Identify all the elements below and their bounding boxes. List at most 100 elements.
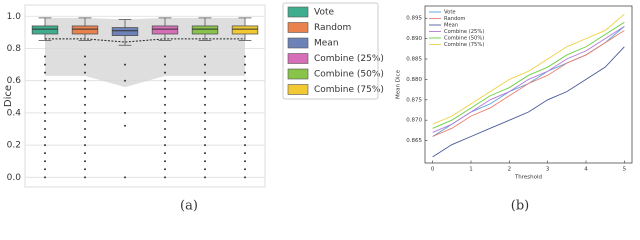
line (432, 46, 625, 158)
y-tick-label: 0.8 (7, 44, 22, 54)
outlier (84, 160, 86, 163)
box (111, 27, 139, 37)
x-tick-label: 3 (546, 167, 550, 173)
outlier (244, 79, 246, 82)
x-tick-label: 1 (469, 167, 473, 173)
box (231, 25, 259, 35)
outlier (204, 168, 206, 171)
outlier (84, 55, 86, 58)
outlier (124, 124, 126, 127)
y-axis-label: Mean Dice (396, 69, 402, 99)
outlier (204, 63, 206, 66)
legend-swatch (287, 6, 309, 18)
x-tick-label: 2 (508, 167, 512, 173)
outlier (44, 168, 46, 171)
caption: (b) (511, 199, 529, 214)
outlier (244, 119, 246, 122)
outlier (164, 128, 166, 131)
legend-label: Combine (25%) (314, 54, 384, 64)
outlier (84, 103, 86, 106)
outlier (84, 128, 86, 131)
legend-swatch (287, 37, 309, 49)
outlier (204, 95, 206, 98)
outlier (44, 79, 46, 82)
legend-label: Combine (75%) (314, 85, 384, 95)
outlier (244, 87, 246, 90)
legend-label: Vote (314, 8, 334, 18)
outlier (84, 95, 86, 98)
outlier (124, 176, 126, 179)
outlier (244, 55, 246, 58)
y-tick-label: 0.880 (406, 77, 422, 83)
outlier (164, 160, 166, 163)
outlier (204, 119, 206, 122)
outlier (44, 71, 46, 74)
outlier (164, 176, 166, 179)
outlier (204, 111, 206, 114)
outlier (44, 103, 46, 106)
outlier (204, 128, 206, 131)
outlier (244, 152, 246, 155)
outlier (44, 128, 46, 131)
outlier (244, 136, 246, 139)
outlier (124, 79, 126, 82)
outlier (84, 71, 86, 74)
outlier (44, 63, 46, 66)
dashed-line (45, 38, 245, 43)
legend-label: Random (314, 23, 351, 33)
outlier (164, 103, 166, 106)
outlier (244, 103, 246, 106)
legend-label: Mean (314, 39, 339, 49)
outlier (164, 79, 166, 82)
outlier (44, 95, 46, 98)
outlier (244, 160, 246, 163)
legend-swatch (287, 22, 309, 33)
y-tick-label: 0.0 (7, 173, 22, 183)
x-tick-label: 4 (584, 167, 588, 173)
outlier (124, 63, 126, 66)
outlier (84, 87, 86, 90)
outlier (244, 95, 246, 98)
x-tick-label: 0 (431, 167, 435, 173)
outlier (164, 87, 166, 90)
line (432, 13, 625, 125)
outlier (44, 111, 46, 114)
outlier (44, 152, 46, 155)
outlier (44, 160, 46, 163)
legend-label: Vote (444, 10, 456, 16)
outlier (164, 95, 166, 98)
outlier (84, 119, 86, 122)
outlier (44, 119, 46, 122)
outlier (164, 111, 166, 114)
outlier (164, 55, 166, 58)
legend-label: Combine (75%) (444, 42, 484, 48)
outlier (124, 95, 126, 98)
outlier (164, 144, 166, 147)
y-tick-label: 1.0 (7, 12, 22, 22)
outlier (44, 176, 46, 179)
outlier (124, 111, 126, 114)
outlier (84, 136, 86, 139)
outlier (204, 55, 206, 58)
legend-label: Combine (25%) (444, 29, 484, 35)
outlier (84, 168, 86, 171)
legend-label: Combine (50%) (314, 70, 384, 80)
caption: (a) (180, 199, 198, 214)
outlier (204, 103, 206, 106)
outlier (84, 63, 86, 66)
outlier (84, 144, 86, 147)
outlier (244, 144, 246, 147)
box (31, 25, 59, 35)
line (432, 26, 625, 133)
outlier (204, 136, 206, 139)
y-tick-label: 0.4 (7, 108, 22, 118)
outlier (164, 136, 166, 139)
figure: (a) (b) 0.00.20.40.60.81.0DiceVoteRandom… (3, 2, 633, 214)
outlier (44, 87, 46, 90)
outlier (84, 152, 86, 155)
outlier (84, 176, 86, 179)
y-tick-label: 0.6 (7, 76, 22, 86)
outlier (244, 71, 246, 74)
plot-frame (424, 5, 633, 164)
outlier (84, 79, 86, 82)
